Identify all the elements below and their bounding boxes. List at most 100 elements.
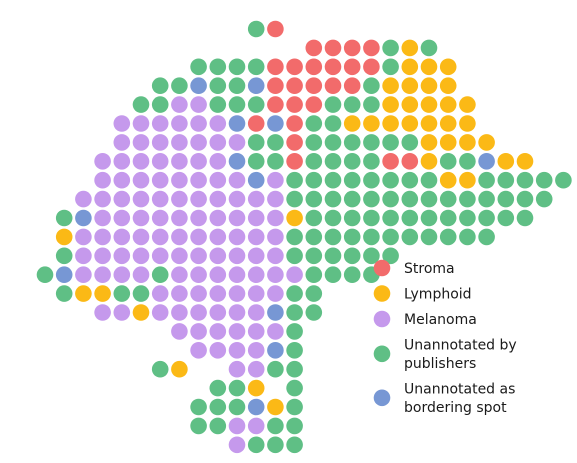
spot-S — [267, 58, 284, 76]
spot-G — [363, 247, 380, 265]
spot-M — [132, 266, 150, 284]
spot-M — [247, 360, 265, 378]
spot-B — [75, 209, 92, 227]
spot-G — [305, 190, 323, 208]
spot-G — [363, 96, 380, 113]
spot-G — [132, 285, 150, 302]
spot-G — [478, 209, 495, 227]
spot-G — [286, 323, 303, 340]
spot-L — [75, 285, 92, 302]
spot-G — [420, 209, 438, 227]
spot-M — [171, 247, 188, 265]
spot-G — [190, 417, 207, 435]
spot-G — [516, 171, 534, 189]
spot-G — [363, 153, 380, 170]
spot-G — [113, 285, 131, 302]
spot-G — [247, 153, 265, 170]
spot-G — [305, 115, 323, 132]
spot-G — [420, 39, 438, 57]
spot-L — [363, 115, 380, 132]
spot-G — [305, 266, 323, 284]
spot-G — [286, 342, 303, 359]
spot-M — [113, 171, 131, 189]
spot-M — [247, 417, 265, 435]
spot-G — [286, 285, 303, 302]
spot-G — [324, 171, 342, 189]
spot-L — [401, 77, 419, 94]
spot-L — [382, 96, 399, 113]
spot-G — [343, 247, 361, 265]
spot-M — [171, 171, 188, 189]
spot-S — [324, 77, 342, 94]
spot-G — [324, 190, 342, 208]
spot-L — [401, 96, 419, 113]
spot-G — [247, 58, 265, 76]
spot-M — [94, 247, 111, 265]
spot-L — [420, 77, 438, 94]
spot-M — [171, 190, 188, 208]
spot-L — [439, 134, 457, 151]
spot-M — [209, 266, 227, 284]
spot-G — [497, 171, 515, 189]
spot-G — [267, 417, 284, 435]
spot-L — [420, 96, 438, 113]
spot-G — [497, 190, 515, 208]
spot-M — [113, 228, 131, 246]
spot-B — [247, 171, 265, 189]
spot-G — [286, 417, 303, 435]
spot-S — [343, 39, 361, 57]
spot-M — [247, 228, 265, 246]
legend-label: publishers — [404, 356, 476, 372]
spot-L — [459, 96, 476, 113]
spot-M — [151, 209, 169, 227]
spot-G — [324, 266, 342, 284]
spot-G — [209, 96, 227, 113]
spot-G — [343, 209, 361, 227]
spot-M — [209, 171, 227, 189]
spot-S — [343, 77, 361, 94]
spot-G — [324, 153, 342, 170]
spot-B — [267, 342, 284, 359]
spot-M — [228, 247, 246, 265]
spot-G — [151, 77, 169, 94]
spot-L — [439, 115, 457, 132]
spot-G — [151, 96, 169, 113]
spot-L — [459, 171, 476, 189]
spot-G — [343, 190, 361, 208]
spot-M — [94, 228, 111, 246]
spot-G — [363, 228, 380, 246]
spot-L — [94, 285, 111, 302]
spot-M — [247, 190, 265, 208]
spot-S — [286, 77, 303, 94]
spot-M — [171, 134, 188, 151]
spot-M — [190, 134, 207, 151]
spot-G — [382, 209, 399, 227]
spot-S — [286, 96, 303, 113]
spot-G — [478, 228, 495, 246]
spot-G — [286, 379, 303, 397]
spot-M — [190, 304, 207, 321]
spot-G — [305, 209, 323, 227]
spot-M — [190, 323, 207, 340]
spot-M — [171, 115, 188, 132]
spot-G — [190, 58, 207, 76]
spot-G — [324, 115, 342, 132]
spot-M — [209, 304, 227, 321]
spot-M — [190, 115, 207, 132]
spot-M — [247, 342, 265, 359]
spot-M — [247, 323, 265, 340]
spot-G — [247, 96, 265, 113]
spot-G — [55, 285, 73, 302]
spot-M — [190, 209, 207, 227]
spot-G — [459, 190, 476, 208]
spot-G — [305, 153, 323, 170]
spot-M — [132, 209, 150, 227]
spot-G — [171, 77, 188, 94]
spot-G — [401, 134, 419, 151]
spot-S — [267, 96, 284, 113]
legend-marker — [373, 310, 391, 328]
spot-M — [113, 266, 131, 284]
spot-M — [267, 266, 284, 284]
spot-M — [151, 285, 169, 302]
spot-M — [267, 247, 284, 265]
